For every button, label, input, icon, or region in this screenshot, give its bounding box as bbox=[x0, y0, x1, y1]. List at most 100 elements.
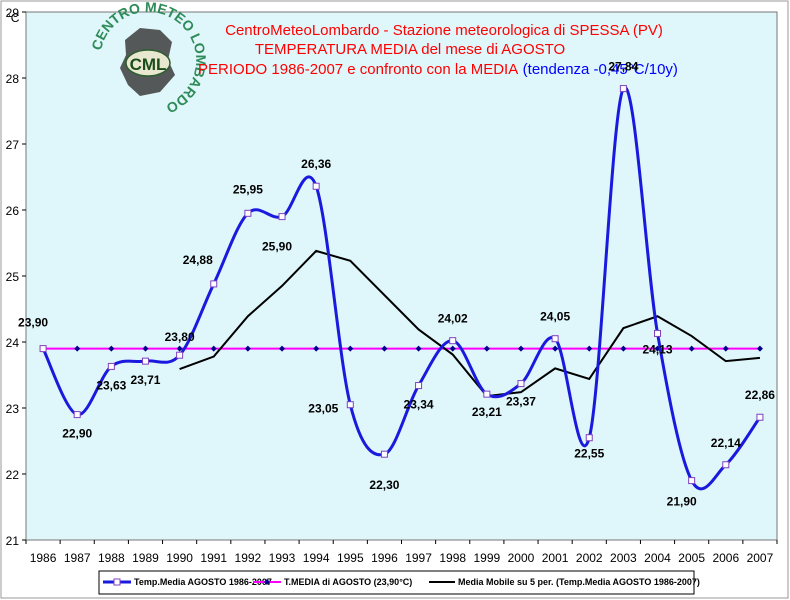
temperature-point bbox=[517, 380, 525, 388]
mean-point bbox=[279, 345, 286, 352]
y-tick-label: 29 bbox=[6, 6, 20, 20]
y-tick-label: 22 bbox=[6, 468, 20, 482]
data-label: 27,84 bbox=[608, 60, 638, 74]
plot-area bbox=[25, 11, 778, 541]
data-label: 25,95 bbox=[233, 182, 263, 196]
x-tick-label: 2005 bbox=[678, 551, 705, 565]
x-tick-label: 2003 bbox=[610, 551, 637, 565]
temperature-point bbox=[688, 477, 696, 485]
data-label: 23,05 bbox=[308, 402, 338, 416]
data-label: 21,90 bbox=[667, 495, 697, 509]
mean-point bbox=[483, 345, 490, 352]
data-label: 23,37 bbox=[506, 395, 536, 409]
y-axis-unit-label: °C bbox=[6, 11, 20, 25]
legend-label-mean: T.MEDIA di AGOSTO (23,90°C) bbox=[284, 577, 412, 587]
mean-point bbox=[552, 345, 559, 352]
x-axis: 1986 1987 1988 1989 1990 1991 1992 1993 1994 1995… bbox=[25, 540, 778, 565]
mean-point bbox=[142, 345, 149, 352]
logo-center-text: CML bbox=[130, 55, 167, 74]
y-tick-label: 24 bbox=[6, 336, 20, 350]
legend-label-temp: Temp.Media AGOSTO 1986-2007 bbox=[134, 577, 272, 587]
series-line-moving-average bbox=[179, 249, 761, 398]
data-label: 26,36 bbox=[301, 157, 331, 171]
chart-title-line-3: PERIODO 1986-2007 e confronto con la MED… bbox=[198, 61, 678, 78]
x-tick-label: 1994 bbox=[303, 551, 330, 565]
data-label: 24,02 bbox=[438, 312, 468, 326]
temperature-point bbox=[278, 213, 286, 221]
legend: Temp.Media AGOSTO 1986-2007 T.MEDIA di A… bbox=[98, 570, 700, 595]
mean-point bbox=[381, 345, 388, 352]
mean-point bbox=[449, 345, 456, 352]
data-labels: 23,90 22,90 23,63 23,71 23,80 24,88 25,95 25,90… bbox=[18, 60, 775, 509]
x-tick-label: 1988 bbox=[98, 551, 125, 565]
mean-point bbox=[244, 345, 251, 352]
temperature-point bbox=[141, 357, 149, 365]
data-label: 23,34 bbox=[404, 398, 434, 412]
mean-point bbox=[415, 345, 422, 352]
temperature-point bbox=[210, 280, 218, 288]
data-label: 23,63 bbox=[96, 378, 126, 392]
data-label: 22,30 bbox=[369, 478, 399, 492]
mean-point bbox=[347, 345, 354, 352]
chart-title-line-1: CentroMeteoLombardo - Stazione meteorolo… bbox=[225, 22, 663, 39]
x-tick-label: 2002 bbox=[576, 551, 603, 565]
legend-box bbox=[98, 570, 695, 595]
temperature-point bbox=[73, 411, 81, 419]
temperature-point bbox=[722, 461, 730, 469]
data-label: 23,71 bbox=[130, 373, 160, 387]
temperature-point bbox=[483, 390, 491, 398]
data-label: 24,13 bbox=[643, 342, 673, 356]
mean-point bbox=[313, 345, 320, 352]
data-label: 22,55 bbox=[574, 447, 604, 461]
mean-point bbox=[108, 345, 115, 352]
temperature-point bbox=[449, 337, 457, 345]
data-label: 23,21 bbox=[472, 405, 502, 419]
temperature-point bbox=[176, 351, 184, 359]
mean-point bbox=[176, 345, 183, 352]
mean-point bbox=[517, 345, 524, 352]
y-tick-label: 26 bbox=[6, 204, 20, 218]
x-tick-label: 2007 bbox=[747, 551, 774, 565]
x-tick-label: 2000 bbox=[508, 551, 535, 565]
data-label: 22,14 bbox=[711, 436, 741, 450]
temperature-point bbox=[107, 362, 115, 370]
temperature-point bbox=[244, 209, 252, 217]
logo-center-badge bbox=[125, 49, 171, 77]
x-tick-label: 1990 bbox=[166, 551, 193, 565]
x-tick-label: 2001 bbox=[542, 551, 569, 565]
mean-point bbox=[586, 345, 593, 352]
chart-title-line-2: TEMPERATURA MEDIA del mese di AGOSTO bbox=[255, 41, 565, 58]
data-label: 23,90 bbox=[18, 316, 48, 330]
temperature-point bbox=[551, 335, 559, 343]
data-label: 22,90 bbox=[62, 427, 92, 441]
x-tick-label: 1993 bbox=[269, 551, 296, 565]
y-axis: 21 22 23 24 25 26 27 28 29 bbox=[6, 6, 26, 548]
mean-point bbox=[74, 345, 81, 352]
x-tick-label: 1995 bbox=[337, 551, 364, 565]
mean-point bbox=[620, 345, 627, 352]
series-layer bbox=[39, 85, 764, 491]
temperature-point bbox=[39, 345, 47, 353]
temperature-point bbox=[415, 382, 423, 390]
temperature-point bbox=[756, 413, 764, 421]
temperature-point bbox=[346, 401, 354, 409]
mean-point bbox=[210, 345, 217, 352]
y-tick-label: 21 bbox=[6, 534, 20, 548]
x-tick-label: 2006 bbox=[712, 551, 739, 565]
trend-label: (tendenza -0,45°C/10y) bbox=[523, 61, 678, 78]
mean-point bbox=[756, 345, 763, 352]
y-tick-label: 28 bbox=[6, 72, 20, 86]
legend-marker-temp bbox=[113, 578, 121, 586]
x-tick-label: 1999 bbox=[473, 551, 500, 565]
y-tick-label: 25 bbox=[6, 270, 20, 284]
data-label: 24,88 bbox=[183, 253, 213, 267]
temperature-point bbox=[619, 85, 627, 93]
data-label: 23,80 bbox=[165, 330, 195, 344]
temperature-point bbox=[654, 329, 662, 337]
x-tick-label: 2004 bbox=[644, 551, 671, 565]
mean-point bbox=[722, 345, 729, 352]
x-tick-label: 1991 bbox=[200, 551, 227, 565]
x-tick-label: 1989 bbox=[132, 551, 159, 565]
legend-label-moving-avg: Media Mobile su 5 per. (Temp.Media AGOST… bbox=[458, 577, 700, 587]
